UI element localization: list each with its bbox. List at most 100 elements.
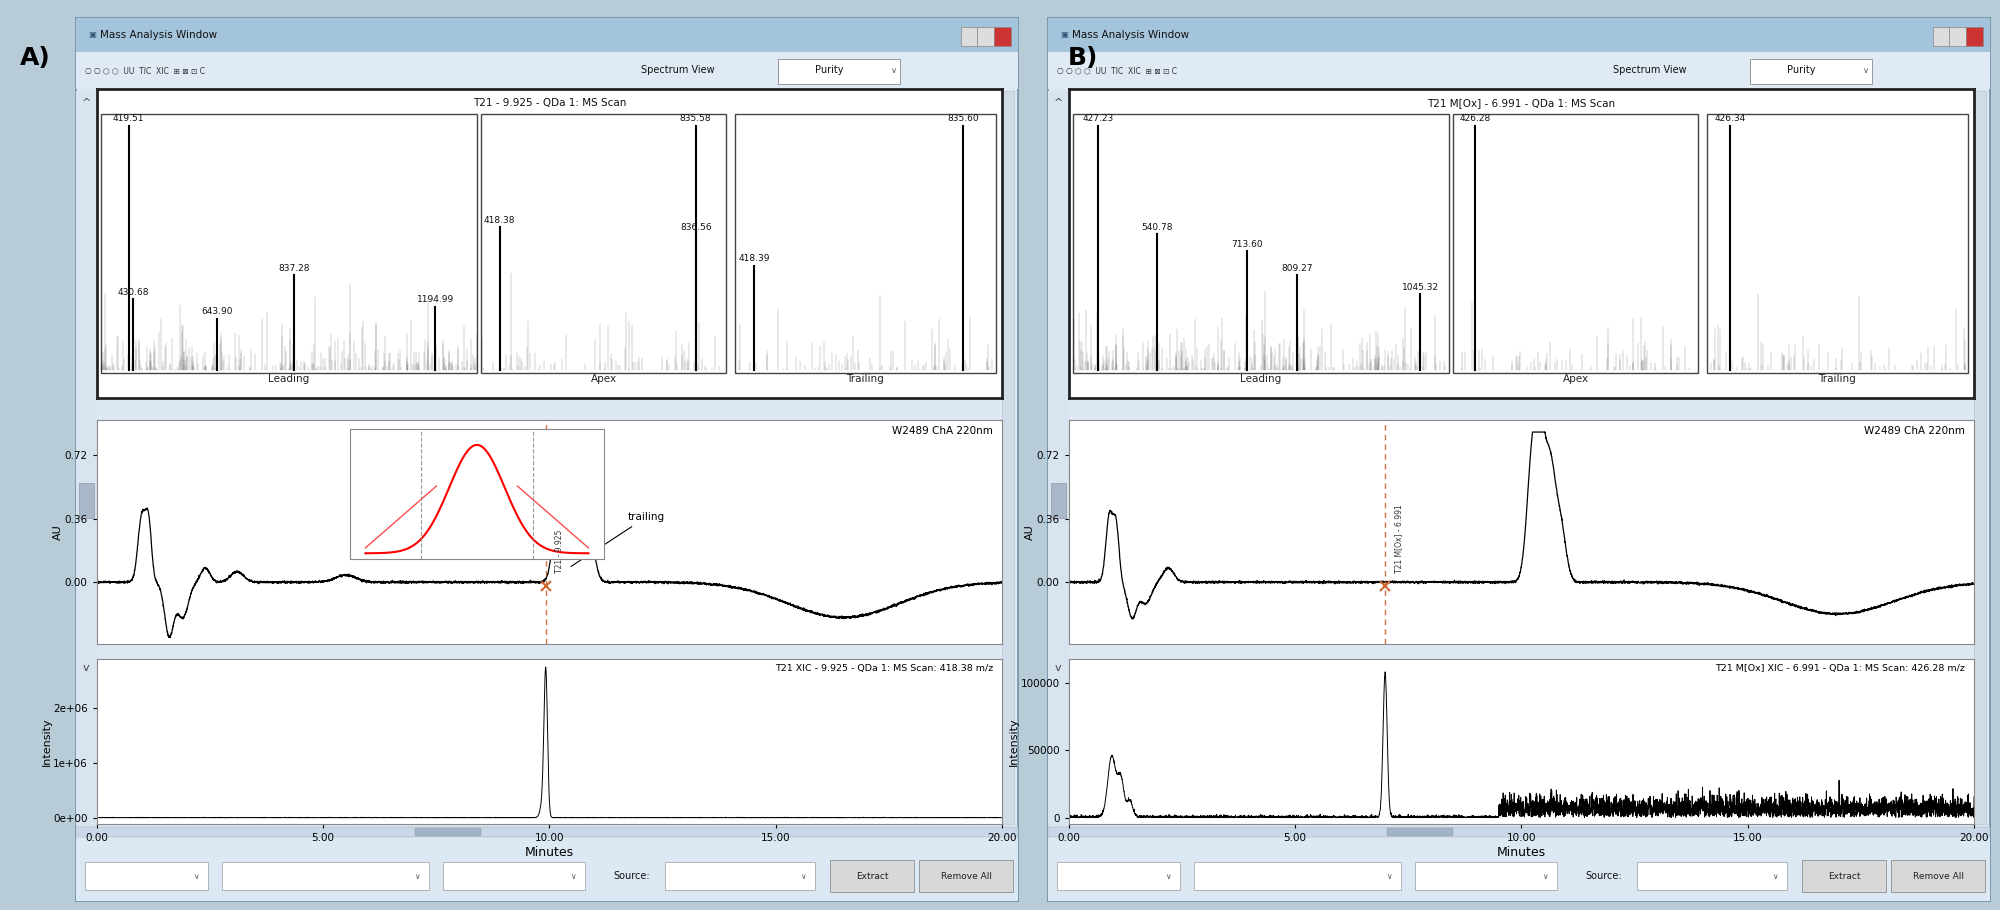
Text: T21 - 9.925: T21 - 9.925 (556, 530, 564, 573)
Text: 430.68: 430.68 (118, 288, 148, 297)
Text: ^: ^ (1054, 97, 1064, 107)
Bar (76, 837, 1018, 901)
Text: ⎔ ⎔ ⬡ ⬡  UU  TIC  XIC  ⊞ ⊠ ⊡ C: ⎔ ⎔ ⬡ ⬡ UU TIC XIC ⊞ ⊠ ⊡ C (86, 66, 206, 75)
Bar (102, 114, 476, 373)
Text: Spectrum View: Spectrum View (642, 66, 714, 76)
Text: leading: leading (388, 512, 520, 555)
Bar (1636, 862, 1788, 890)
Text: trailing: trailing (570, 512, 664, 567)
Text: v: v (1056, 662, 1062, 672)
Text: Source:: Source: (1584, 871, 1622, 881)
Text: 1194.99: 1194.99 (416, 295, 454, 304)
Text: 713.60: 713.60 (1232, 239, 1264, 248)
Text: 643.90: 643.90 (202, 307, 234, 316)
Bar (1194, 862, 1402, 890)
Text: Leading: Leading (1240, 375, 1282, 385)
Text: Trailing: Trailing (1818, 375, 1856, 385)
Bar (416, 827, 482, 836)
Bar (1048, 92, 1068, 827)
Text: 419.51: 419.51 (112, 115, 144, 124)
Bar (1074, 114, 1448, 373)
Text: ∨: ∨ (414, 872, 420, 881)
Bar (222, 862, 430, 890)
X-axis label: Minutes: Minutes (524, 846, 574, 859)
Bar (1002, 92, 1014, 824)
Text: 809.27: 809.27 (1282, 264, 1312, 273)
Text: Purity: Purity (816, 66, 844, 76)
Text: Extract: Extract (1828, 872, 1860, 881)
Bar (1048, 837, 1990, 901)
Text: <: < (80, 827, 88, 836)
Text: Extract: Extract (856, 872, 888, 881)
Bar (86, 862, 208, 890)
Text: 426.34: 426.34 (1714, 115, 1746, 124)
Text: ∨: ∨ (570, 872, 576, 881)
Bar (1706, 114, 1968, 373)
Y-axis label: Intensity: Intensity (42, 717, 52, 765)
Text: Spectrum View: Spectrum View (1614, 66, 1686, 76)
Text: W2489 ChA 220nm: W2489 ChA 220nm (892, 427, 992, 437)
Text: ∨: ∨ (192, 872, 198, 881)
Text: ∨: ∨ (1862, 66, 1868, 75)
Bar (664, 862, 816, 890)
Bar (1966, 27, 1984, 46)
Y-axis label: AU: AU (54, 524, 64, 540)
Text: T21 - 9.925 - QDa 1: MS Scan: T21 - 9.925 - QDa 1: MS Scan (472, 98, 626, 108)
Text: Remove All: Remove All (1912, 872, 1964, 881)
Text: Remove All: Remove All (940, 872, 992, 881)
Text: B): B) (1068, 46, 1098, 69)
Text: Purity: Purity (1788, 66, 1816, 76)
Bar (76, 52, 1018, 89)
Bar (920, 860, 1014, 892)
Text: 418.39: 418.39 (738, 254, 770, 263)
Bar (1048, 827, 1990, 837)
Text: 836.56: 836.56 (680, 223, 712, 232)
Bar (1892, 860, 1986, 892)
Bar (76, 18, 1018, 52)
Text: T21 M[Ox] - 6.991 - QDa 1: MS Scan: T21 M[Ox] - 6.991 - QDa 1: MS Scan (1428, 98, 1616, 108)
Bar (1802, 860, 1886, 892)
Text: T21 M[Ox] XIC - 6.991 - QDa 1: MS Scan: 426.28 m/z: T21 M[Ox] XIC - 6.991 - QDa 1: MS Scan: … (1716, 663, 1964, 672)
Bar (1048, 52, 1990, 89)
Text: 427.23: 427.23 (1082, 115, 1114, 124)
Text: Apex: Apex (590, 375, 616, 385)
Bar (1058, 862, 1180, 890)
Bar (1750, 59, 1872, 84)
Text: >: > (1002, 827, 1008, 836)
Text: ∨: ∨ (1164, 872, 1170, 881)
Text: ▣: ▣ (88, 30, 96, 39)
Text: A): A) (20, 46, 50, 69)
Text: 1045.32: 1045.32 (1402, 283, 1438, 292)
Text: ∨: ∨ (1772, 872, 1778, 881)
Bar (76, 92, 96, 827)
Bar (1454, 114, 1698, 373)
Text: ^: ^ (82, 97, 92, 107)
Bar (778, 59, 900, 84)
Bar (1388, 827, 1454, 836)
Bar (1048, 18, 1990, 52)
Text: 837.28: 837.28 (278, 264, 310, 273)
Text: <: < (1052, 827, 1060, 836)
Text: >: > (1974, 827, 1980, 836)
Text: T21 XIC - 9.925 - QDa 1: MS Scan: 418.38 m/z: T21 XIC - 9.925 - QDa 1: MS Scan: 418.38… (774, 663, 992, 672)
Bar (1950, 27, 1966, 46)
Text: ∨: ∨ (800, 872, 806, 881)
Bar (994, 27, 1012, 46)
Bar (1932, 27, 1950, 46)
Bar (830, 860, 914, 892)
Text: ⎔ ⎔ ⬡ ⬡  UU  TIC  XIC  ⊞ ⊠ ⊡ C: ⎔ ⎔ ⬡ ⬡ UU TIC XIC ⊞ ⊠ ⊡ C (1058, 66, 1178, 75)
Text: W2489 ChA 220nm: W2489 ChA 220nm (1864, 427, 1964, 437)
Text: Trailing: Trailing (846, 375, 884, 385)
Bar (482, 114, 726, 373)
Text: Source:: Source: (612, 871, 650, 881)
X-axis label: Minutes: Minutes (1496, 846, 1546, 859)
Text: ∨: ∨ (1386, 872, 1392, 881)
Text: Mass Analysis Window: Mass Analysis Window (100, 30, 216, 40)
Text: T21 M[Ox] - 6.991: T21 M[Ox] - 6.991 (1394, 504, 1404, 573)
Bar (444, 862, 584, 890)
Bar (1050, 482, 1066, 518)
Bar (76, 827, 1018, 837)
Bar (960, 27, 978, 46)
Y-axis label: Intensity: Intensity (1010, 717, 1020, 765)
Y-axis label: AU: AU (1026, 524, 1036, 540)
